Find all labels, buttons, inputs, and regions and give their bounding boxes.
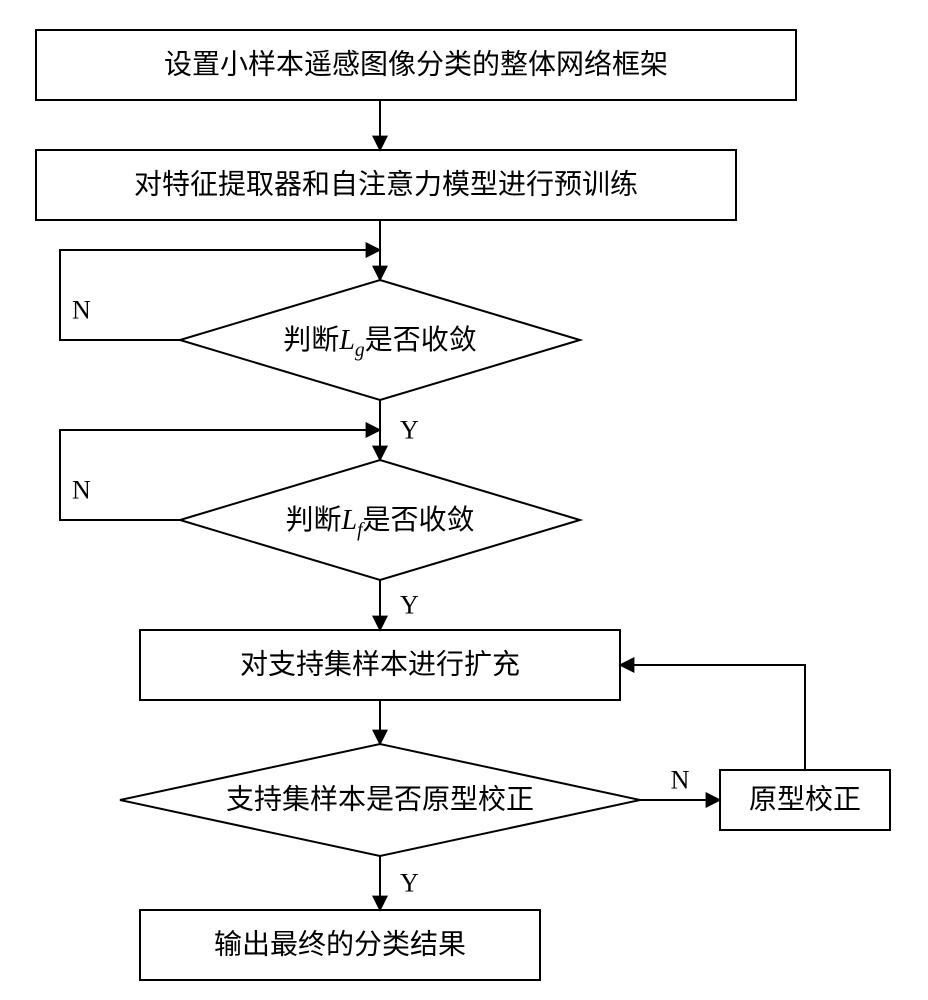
svg-text:判断Lg是否收敛: 判断Lg是否收敛	[283, 324, 476, 362]
svg-text:N: N	[72, 476, 91, 505]
svg-text:Y: Y	[400, 416, 419, 445]
svg-text:原型校正: 原型校正	[749, 784, 861, 816]
svg-text:对特征提取器和自注意力模型进行预训练: 对特征提取器和自注意力模型进行预训练	[134, 169, 638, 201]
svg-text:N: N	[72, 296, 91, 325]
svg-text:支持集样本是否原型校正: 支持集样本是否原型校正	[226, 784, 534, 816]
svg-text:N: N	[671, 766, 690, 795]
svg-text:Y: Y	[400, 591, 419, 620]
svg-text:对支持集样本进行扩充: 对支持集样本进行扩充	[240, 649, 520, 681]
svg-text:Y: Y	[400, 869, 419, 898]
svg-text:输出最终的分类结果: 输出最终的分类结果	[214, 929, 466, 961]
svg-text:设置小样本遥感图像分类的整体网络框架: 设置小样本遥感图像分类的整体网络框架	[164, 49, 668, 81]
svg-text:判断Lf是否收敛: 判断Lf是否收敛	[285, 504, 474, 542]
